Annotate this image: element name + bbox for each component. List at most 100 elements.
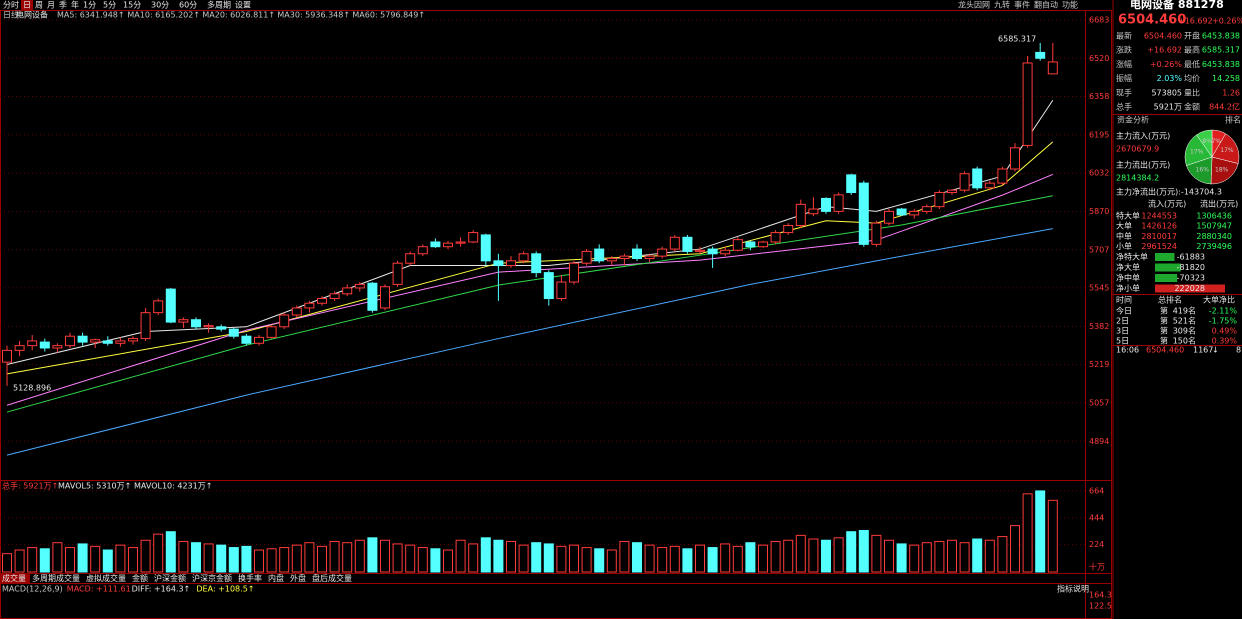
candle-body bbox=[858, 182, 869, 245]
candle-body bbox=[191, 319, 201, 328]
volume-bar bbox=[443, 549, 453, 573]
indicator-tab[interactable]: 金额 bbox=[132, 573, 148, 583]
period-tab[interactable]: 年 bbox=[71, 0, 79, 10]
macd-label: MACD(12,26,9) bbox=[2, 585, 63, 594]
indicator-tab[interactable]: 外盘 bbox=[290, 573, 306, 583]
candle-body bbox=[732, 239, 743, 251]
rank-button[interactable]: 排名 bbox=[1225, 115, 1241, 125]
candle-body bbox=[821, 197, 831, 212]
period-tab[interactable]: 周 bbox=[35, 1, 43, 10]
indicator-tab[interactable]: 内盘 bbox=[268, 573, 284, 583]
rank-period: 5日 bbox=[1116, 337, 1129, 346]
quote-label: 总手 bbox=[1116, 102, 1132, 112]
net-label: 净大单 bbox=[1116, 262, 1140, 272]
volume-bar bbox=[102, 549, 113, 573]
footer-item: 8 bbox=[1236, 346, 1241, 355]
indicator-tab[interactable]: 换手率 bbox=[238, 573, 262, 583]
candle-body bbox=[317, 298, 327, 304]
rank-value: 521名 bbox=[1173, 316, 1196, 326]
period-tab[interactable]: 30分 bbox=[151, 1, 169, 10]
low-annotation: 5128.896 bbox=[13, 383, 51, 392]
candle-body bbox=[455, 241, 466, 244]
candle-body bbox=[178, 319, 189, 323]
flow-out: 2739496 bbox=[1196, 242, 1232, 251]
volume-bar bbox=[115, 544, 126, 573]
volume-bar bbox=[984, 539, 995, 573]
volume-bar bbox=[846, 531, 857, 573]
volume-bar bbox=[972, 538, 983, 573]
volume-bar bbox=[1022, 493, 1033, 573]
candle-body bbox=[518, 253, 529, 262]
ma-label: MA20: 6026.811↑ bbox=[202, 11, 275, 20]
candle-body bbox=[329, 293, 340, 300]
pie-label: 8% bbox=[1202, 138, 1212, 145]
quote-label: 量比 bbox=[1184, 87, 1200, 97]
candle-body bbox=[606, 257, 617, 262]
ma-line bbox=[6, 173, 1053, 406]
candle-body bbox=[707, 248, 718, 255]
period-tab[interactable]: 季 bbox=[59, 0, 67, 10]
ma-label: MA10: 6165.202↑ bbox=[127, 11, 200, 20]
rank-ratio: -1.75% bbox=[1209, 317, 1238, 326]
indicator-tab[interactable]: 沪深金额 bbox=[154, 573, 186, 583]
volume-bar bbox=[254, 549, 264, 573]
pie-slice bbox=[1196, 129, 1213, 158]
candle-body bbox=[1035, 51, 1046, 59]
y-tick-label: 5057 bbox=[1089, 398, 1109, 407]
volume-bar bbox=[380, 539, 390, 573]
indicator-tab[interactable]: 多周期成交量 bbox=[32, 573, 80, 583]
volume-bar bbox=[947, 539, 957, 573]
period-tab[interactable]: 5分 bbox=[103, 1, 116, 10]
period-tab[interactable]: 1分 bbox=[83, 1, 96, 10]
volume-bar bbox=[1047, 499, 1058, 573]
indicator-tab[interactable]: 盘后成交量 bbox=[312, 573, 352, 583]
candle-body bbox=[1022, 62, 1033, 146]
flow-label: 中单 bbox=[1116, 231, 1132, 241]
volume-bar bbox=[644, 544, 655, 573]
tool-button[interactable]: 功能 bbox=[1062, 0, 1078, 10]
period-tab[interactable]: 60分 bbox=[179, 1, 197, 10]
tool-button[interactable]: 事件 bbox=[1014, 0, 1030, 10]
volume-bar bbox=[695, 544, 705, 573]
section-title: 资金分析 bbox=[1117, 115, 1149, 125]
candle-body bbox=[279, 314, 290, 328]
y-tick-label: 6195 bbox=[1089, 130, 1109, 139]
period-tab[interactable]: 月 bbox=[47, 1, 55, 10]
indicator-tab[interactable]: 成交量 bbox=[2, 573, 26, 583]
period-tab[interactable]: 分时 bbox=[3, 0, 19, 10]
indicator-help[interactable]: 指标说明 bbox=[1057, 584, 1089, 594]
candle-body bbox=[783, 225, 794, 234]
period-tab[interactable]: 15分 bbox=[123, 1, 141, 10]
candle-body bbox=[128, 338, 138, 342]
candle-body bbox=[632, 248, 642, 259]
period-tab[interactable]: 日 bbox=[23, 1, 31, 10]
volume-bar bbox=[1010, 525, 1020, 573]
period-tab[interactable]: 设置 bbox=[235, 0, 251, 10]
volume-bar bbox=[405, 544, 416, 573]
tool-button[interactable]: 翻自动 bbox=[1034, 0, 1058, 10]
candle-body bbox=[896, 208, 907, 216]
y-tick-label: 5870 bbox=[1089, 207, 1109, 216]
volume-bar bbox=[27, 547, 38, 573]
pie-slice bbox=[1210, 156, 1239, 185]
volume-bar bbox=[581, 547, 592, 573]
quote-label: 涨幅 bbox=[1116, 59, 1132, 69]
pie-slice bbox=[1184, 134, 1213, 166]
candle-body bbox=[695, 249, 705, 252]
fund-net: 主力净流出(万元):-143704.3 bbox=[1116, 187, 1222, 197]
period-tab[interactable]: 多周期 bbox=[207, 0, 231, 10]
volume-bar bbox=[884, 539, 894, 573]
pie-label: 16% bbox=[1196, 166, 1210, 173]
rank-prefix: 第 bbox=[1160, 336, 1168, 346]
candle-body bbox=[909, 210, 920, 216]
net-value: -70323 bbox=[1177, 274, 1205, 283]
candle-body bbox=[921, 206, 932, 212]
volume-legend: 总手: 5921万↑ bbox=[2, 481, 58, 491]
tool-button[interactable]: 龙头因网 bbox=[958, 0, 990, 10]
rank-value: 419名 bbox=[1173, 306, 1196, 316]
rank-ratio: 0.49% bbox=[1212, 327, 1238, 336]
indicator-tab[interactable]: 沪深京金额 bbox=[192, 573, 232, 583]
ma-label: MA60: 5796.849↑ bbox=[352, 11, 425, 20]
tool-button[interactable]: 九转 bbox=[994, 0, 1010, 10]
indicator-tab[interactable]: 虚拟成交量 bbox=[86, 573, 126, 583]
